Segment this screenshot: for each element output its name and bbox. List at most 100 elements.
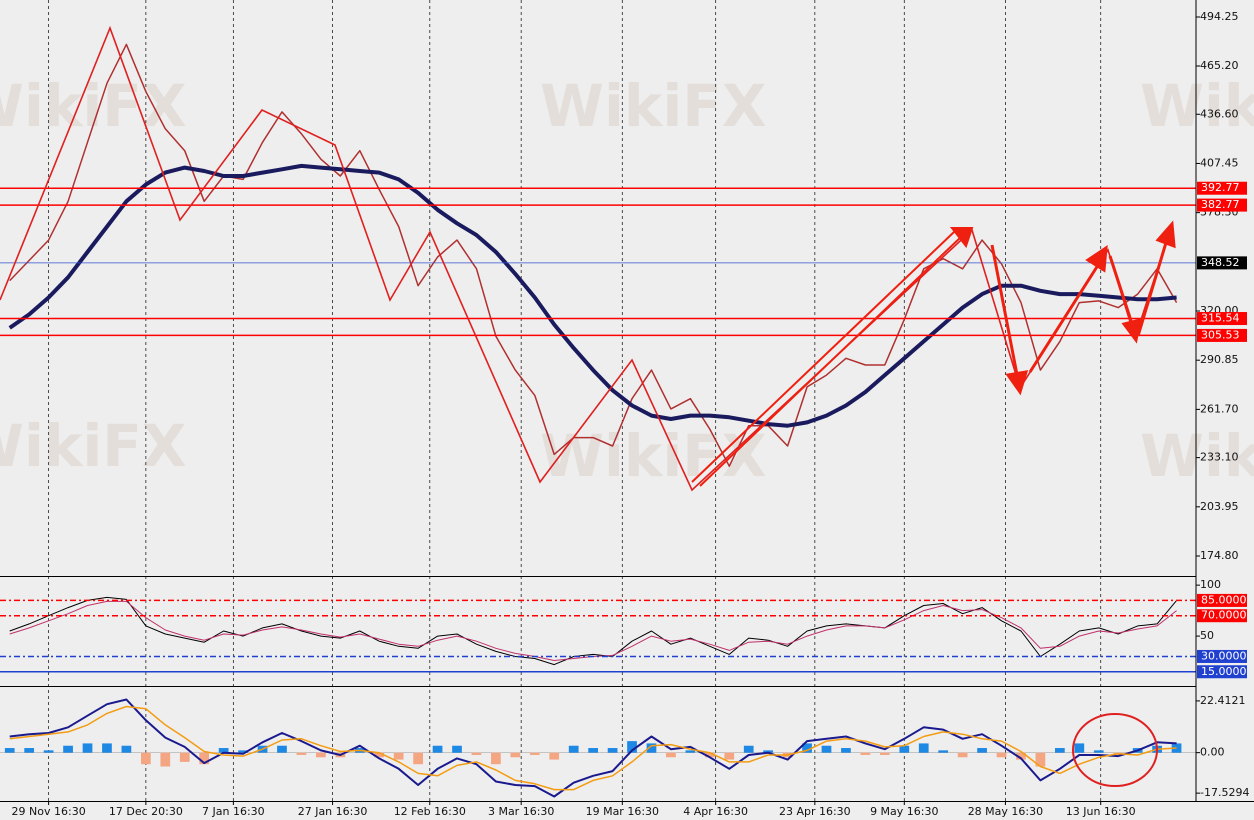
histogram-bar (374, 752, 385, 758)
x-tick-label: 29 Nov 16:30 (12, 805, 86, 818)
histogram-bar (277, 745, 287, 753)
level-label: 70.0000 (1201, 609, 1247, 622)
x-tick-label: 28 May 16:30 (968, 805, 1043, 818)
arrow (1028, 245, 1108, 373)
histogram-bar (1016, 752, 1026, 760)
histogram-bar (549, 752, 560, 760)
level-label: 392.77 (1201, 181, 1240, 194)
x-tick-label: 23 Apr 16:30 (779, 805, 851, 818)
level-box (1197, 609, 1247, 623)
y-tick-label: 261.70 (1200, 402, 1239, 415)
histogram-bar (140, 752, 151, 765)
histogram-bar (179, 752, 190, 762)
histogram-bar (977, 748, 987, 753)
x-tick-label: 19 Mar 16:30 (586, 805, 659, 818)
watermark: WikiFX (1140, 422, 1254, 490)
level-box (1197, 181, 1247, 195)
histogram-bar (316, 752, 326, 758)
arrow (990, 244, 1029, 396)
histogram-bar (607, 748, 618, 753)
x-tick-label: 17 Dec 20:30 (109, 805, 183, 818)
histogram-bar (102, 743, 112, 753)
annotations (0, 25, 1176, 787)
histogram-bar (860, 752, 871, 755)
y-tick-label: 100 (1200, 578, 1221, 591)
histogram-bar (879, 752, 890, 755)
watermark: WikiFX (1140, 72, 1254, 140)
series-line (9, 705, 1177, 791)
y-tick-label: 22.4121 (1200, 694, 1246, 707)
histogram-bar (1093, 750, 1104, 753)
histogram-bar (63, 745, 73, 753)
series-line (9, 698, 1177, 798)
histogram-bar (704, 752, 715, 758)
series-line (9, 596, 1177, 666)
level-box (1197, 593, 1247, 607)
y-tick-label: 436.60 (1200, 107, 1239, 120)
histogram-bar (1035, 752, 1046, 767)
histogram-bar (802, 743, 812, 753)
series-line (8, 163, 1177, 428)
histogram-bar (24, 748, 35, 753)
histogram-bar (666, 752, 676, 758)
histogram-bar (4, 748, 15, 753)
histogram-bar (588, 748, 598, 753)
x-tick-label: 12 Feb 16:30 (394, 805, 466, 818)
watermark: WikiFX (540, 72, 767, 140)
y-tick-label: 50 (1200, 629, 1214, 642)
y-tick-label: 174.80 (1200, 549, 1239, 562)
level-label: 305.53 (1201, 328, 1240, 341)
x-tick-label: 3 Mar 16:30 (488, 805, 554, 818)
histogram-bar (568, 745, 579, 753)
arrow (691, 227, 974, 487)
x-tick-label: 4 Apr 16:30 (683, 805, 748, 818)
y-tick-label: 0.00 (1200, 746, 1225, 759)
histogram-bar (471, 752, 482, 755)
histogram-bar (627, 741, 637, 753)
histogram-bar (821, 745, 832, 753)
histogram-bar (510, 752, 521, 758)
histogram-bar (218, 748, 229, 753)
histogram-bar (529, 752, 540, 755)
histogram-bar (413, 752, 423, 765)
level-label: 382.77 (1201, 198, 1240, 211)
histogram-bar (432, 745, 443, 753)
level-box (1197, 198, 1247, 212)
y-tick-label: 290.85 (1200, 353, 1239, 366)
histogram-bar (957, 752, 968, 758)
level-box (1197, 256, 1247, 270)
histogram-bar (452, 745, 462, 753)
histogram-bar (121, 745, 132, 753)
level-label: 315.54 (1201, 312, 1240, 325)
y-tick-label: 465.20 (1200, 59, 1239, 72)
histogram-bar (296, 752, 307, 755)
histogram-bar (238, 750, 248, 753)
watermark: WikiFX (0, 72, 187, 140)
y-tick-label: -17.5294 (1200, 786, 1249, 799)
level-label: 348.52 (1201, 256, 1240, 269)
level-box (1197, 665, 1247, 679)
histogram-bar (743, 745, 754, 753)
y-tick-label: 407.45 (1200, 156, 1239, 169)
histogram-bar (685, 750, 696, 753)
level-label: 85.0000 (1201, 593, 1247, 606)
watermark: WikiFX (0, 412, 187, 480)
level-box (1197, 328, 1247, 342)
level-box (1197, 312, 1247, 326)
x-tick-label: 7 Jan 16:30 (202, 805, 265, 818)
y-tick-label: 203.95 (1200, 500, 1239, 513)
histogram-bar (646, 743, 657, 753)
level-label: 15.0000 (1201, 665, 1247, 678)
series-line (9, 43, 1178, 467)
histogram-bar (1055, 748, 1065, 753)
histogram-bar (763, 750, 774, 753)
level-label: 30.0000 (1201, 649, 1247, 662)
histogram-bar (43, 750, 54, 753)
histogram-bar (899, 745, 910, 753)
highlight-circle (1072, 713, 1158, 787)
histogram-bar (160, 752, 171, 767)
histogram-bar (199, 752, 210, 765)
